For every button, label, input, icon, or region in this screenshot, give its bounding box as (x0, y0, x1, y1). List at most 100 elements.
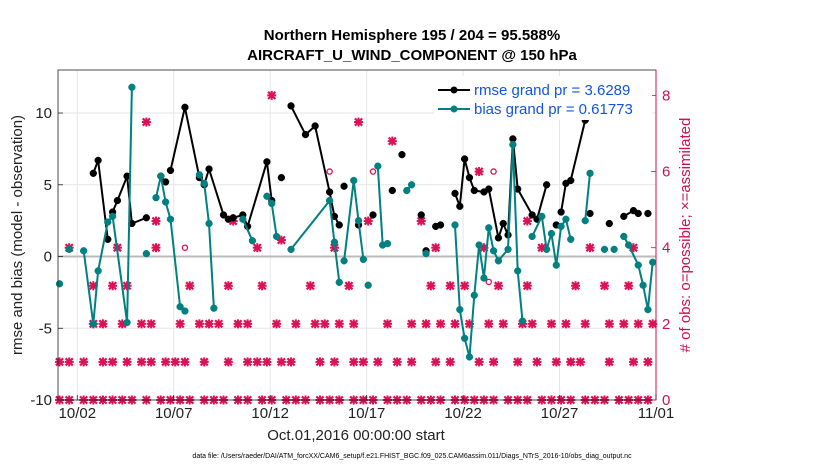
obs-assimilated-mark-101 (243, 319, 253, 329)
bias-point-25 (287, 245, 295, 253)
obs-assimilated-mark-83 (513, 357, 523, 367)
obs-assimilated-mark-58 (108, 357, 118, 367)
bias-point-70 (644, 305, 652, 314)
obs-assimilated-mark-136 (493, 281, 503, 291)
y2-tick-label-4: 8 (662, 87, 670, 104)
obs-assimilated-mark-59 (122, 357, 132, 367)
bias-line-segment-3 (241, 218, 254, 242)
rmse-point-24 (301, 130, 310, 139)
obs-assimilated-mark-139 (599, 281, 609, 291)
bias-point-18 (205, 219, 213, 228)
bias-point-56 (542, 245, 551, 253)
bias-point-61 (567, 235, 575, 243)
obs-assimilated-mark-90 (643, 357, 653, 367)
y2-axis-ticks: 0 2 4 6 8 (651, 87, 670, 409)
obs-assimilated-mark-131 (305, 281, 315, 291)
bias-point-46 (480, 274, 488, 282)
obs-assimilated-mark-96 (175, 319, 185, 329)
bias-point-45 (475, 241, 483, 249)
rmse-point-22 (277, 173, 286, 182)
obs-assimilated-mark-130 (257, 281, 267, 291)
obs-assimilated-mark-63 (170, 357, 180, 367)
y2-axis-label: # of obs: o=possible; ×=assimilated (677, 118, 694, 353)
bias-point-54 (528, 232, 536, 241)
bias-point-23 (268, 199, 276, 208)
x-axis-label: Oct.01,2016 00:00:00 start (267, 427, 445, 444)
rmse-point-23 (287, 102, 295, 110)
obs-assimilated-mark-119 (561, 319, 571, 329)
rmse-point-38 (451, 189, 459, 198)
obs-possible-mark-0 (181, 244, 189, 251)
bias-point-11 (157, 172, 165, 180)
obs-possible-mark-5 (490, 168, 497, 175)
bias-point-60 (562, 215, 570, 223)
legend-bias-marker (450, 105, 458, 113)
rmse-point-31 (369, 211, 377, 219)
obs-assimilated-mark-109 (407, 319, 417, 329)
obs-assimilated-mark-104 (310, 319, 320, 329)
obs-assimilated-mark-161 (387, 136, 397, 146)
bias-point-44 (470, 291, 478, 299)
rmse-point-7 (142, 214, 150, 222)
x-tick-label-3: 10/17 (348, 405, 386, 422)
obs-assimilated-mark-67 (243, 357, 253, 367)
obs-assimilated-mark-62 (161, 357, 171, 367)
bias-point-41 (456, 305, 464, 314)
obs-possible-mark-1 (326, 168, 333, 175)
bias-point-53 (518, 317, 527, 325)
obs-assimilated-mark-112 (450, 319, 460, 329)
obs-assimilated-mark-126 (108, 281, 118, 291)
obs-assimilated-mark-79 (431, 357, 441, 367)
obs-possible-mark-7 (606, 358, 613, 366)
obs-assimilated-mark-61 (146, 357, 156, 367)
obs-assimilated-mark-55 (64, 357, 74, 367)
rmse-point-0 (89, 169, 97, 177)
rmse-point-20 (263, 158, 271, 166)
bias-point-38 (407, 181, 416, 189)
chart-title-line-2: AIRCRAFT_U_WIND_COMPONENT @ 150 hPa (247, 47, 577, 64)
obs-assimilated-mark-84 (532, 357, 542, 367)
bias-line-segment-5 (290, 199, 341, 283)
y-tick-label-3: 5 (44, 177, 52, 194)
rmse-point-59 (605, 219, 613, 228)
obs-assimilated-mark-154 (363, 216, 373, 226)
obs-assimilated-mark-65 (199, 357, 209, 367)
y2-tick-label-0: 0 (662, 392, 670, 409)
obs-assimilated-mark-159 (354, 117, 364, 127)
chart-title-line-1: Northern Hemisphere 195 / 204 = 95.588% (264, 27, 560, 44)
rmse-point-34 (417, 211, 425, 219)
rmse-point-41 (465, 173, 474, 182)
obs-assimilated-mark-158 (267, 90, 277, 100)
bias-point-2 (80, 247, 88, 255)
bias-point-22 (263, 192, 271, 200)
bias-point-68 (634, 261, 642, 269)
bias-point-47 (485, 224, 493, 232)
bias-point-1 (65, 245, 73, 253)
rmse-point-44 (485, 185, 493, 193)
obs-assimilated-mark-80 (445, 357, 455, 367)
rmse-point-28 (335, 221, 343, 229)
bias-point-67 (624, 241, 633, 249)
obs-assimilated-mark-129 (223, 281, 233, 291)
obs-assimilated-mark-115 (498, 319, 508, 329)
obs-assimilated-mark-117 (527, 319, 537, 329)
bias-point-49 (494, 257, 503, 265)
obs-assimilated-mark-121 (604, 319, 614, 329)
y-tick-label-0: -10 (30, 392, 52, 409)
rmse-point-42 (470, 186, 478, 195)
rmse-line-segment-9 (454, 158, 471, 208)
rmse-line-segment-6 (265, 161, 273, 201)
bias-point-0 (55, 280, 64, 288)
bias-point-28 (335, 278, 343, 286)
obs-assimilated-mark-149 (585, 243, 595, 253)
rmse-point-33 (398, 151, 406, 159)
x-tick-label-5: 10/27 (541, 405, 579, 422)
bias-point-15 (181, 307, 189, 315)
obs-assimilated-mark-143 (151, 243, 161, 253)
bias-point-69 (639, 281, 647, 289)
data-file-footnote: data file: /Users/raeder/DAI/ATM_forcXX/… (192, 453, 632, 460)
obs-assimilated-mark-123 (633, 319, 643, 329)
bias-point-65 (610, 245, 618, 253)
bias-point-71 (649, 258, 657, 266)
